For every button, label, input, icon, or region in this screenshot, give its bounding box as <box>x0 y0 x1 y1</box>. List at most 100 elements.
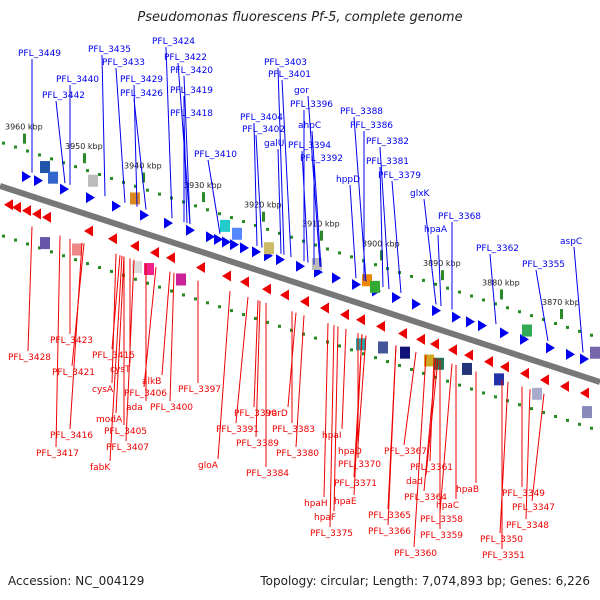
ruler-dot <box>326 247 329 251</box>
ruler-dot <box>350 255 353 259</box>
gene-category-box <box>494 373 504 386</box>
reverse-gene-label: hpaD <box>338 447 362 457</box>
reverse-gene-label: PFL_3371 <box>334 479 377 489</box>
ruler-dot <box>494 395 497 399</box>
coordinate-tick <box>500 289 503 300</box>
coordinate-label: 3950 kbp <box>65 142 103 151</box>
forward-gene-leader <box>423 198 437 305</box>
gene-category-box <box>220 219 230 232</box>
reverse-gene-arrow <box>222 270 231 282</box>
forward-gene-label: PFL_3386 <box>350 121 393 131</box>
reverse-gene-arrow <box>12 201 21 213</box>
ruler-dot <box>86 262 89 266</box>
reverse-gene-arrow <box>300 296 309 307</box>
coordinate-tick <box>320 230 323 241</box>
reverse-gene-leader <box>323 323 329 498</box>
forward-gene-leader <box>207 159 221 234</box>
reverse-gene-leader <box>357 335 367 446</box>
reverse-gene-leader <box>499 381 509 534</box>
ruler-dot <box>98 266 101 270</box>
reverse-gene-leader <box>425 359 439 476</box>
forward-gene-label: PFL_3410 <box>194 150 237 160</box>
ruler-dot <box>62 161 65 165</box>
reverse-gene-label: PFL_3375 <box>310 529 353 539</box>
forward-gene-arrow <box>22 171 31 183</box>
reverse-gene-leader <box>115 256 125 414</box>
ruler-dot <box>554 321 557 325</box>
ruler-dot <box>278 231 281 235</box>
reverse-gene-leader <box>111 253 117 384</box>
ruler-dot <box>14 238 17 242</box>
accession-label: Accession: NC_004129 <box>8 574 145 588</box>
ruler-dot <box>398 364 401 368</box>
reverse-gene-leader <box>423 358 437 492</box>
forward-gene-arrow <box>520 333 529 345</box>
reverse-gene-label: alkB <box>142 377 161 387</box>
forward-gene-label: PFL_3442 <box>42 91 85 101</box>
reverse-gene-leader <box>69 242 83 430</box>
reverse-gene-label: PFL_3397 <box>178 385 221 395</box>
forward-gene-label: PFL_3402 <box>242 125 285 135</box>
ruler-dot <box>110 176 113 180</box>
ruler-dot <box>338 251 341 255</box>
ruler-dot <box>422 278 425 282</box>
ruler-dot <box>530 314 533 318</box>
forward-gene-label: PFL_3379 <box>378 171 421 181</box>
ruler-dot <box>482 298 485 302</box>
reverse-gene-arrow <box>240 276 249 288</box>
forward-gene-arrow <box>566 348 575 360</box>
reverse-gene-arrow <box>416 333 425 345</box>
reverse-gene-label: PFL_3358 <box>420 515 463 525</box>
gene-category-box <box>362 274 372 287</box>
map-title: Pseudomonas fluorescens Pf-5, complete g… <box>137 10 463 25</box>
reverse-gene-leader <box>439 363 453 514</box>
forward-gene-label: PFL_3401 <box>268 70 311 80</box>
reverse-gene-label: modA <box>96 415 123 425</box>
forward-gene-leader <box>255 134 263 248</box>
coordinate-tick <box>23 133 26 144</box>
reverse-gene-label: rarD <box>268 409 288 419</box>
reverse-gene-leader <box>525 389 531 520</box>
gene-category-box <box>88 174 98 187</box>
ruler-dot <box>470 294 473 298</box>
reverse-gene-leader <box>387 345 397 526</box>
reverse-gene-label: PFL_3348 <box>506 521 549 531</box>
coordinate-label: 3930 kbp <box>184 181 222 190</box>
ruler-dot <box>458 290 461 294</box>
reverse-gene-label: PFL_3360 <box>394 549 437 559</box>
reverse-gene-label: PFL_3359 <box>420 531 463 541</box>
forward-gene-label: PFL_3392 <box>300 154 343 164</box>
ruler-dot <box>302 332 305 336</box>
reverse-gene-label: PFL_3370 <box>338 460 381 470</box>
reverse-gene-label: ada <box>126 403 143 413</box>
reverse-gene-label: fabK <box>90 463 111 473</box>
reverse-gene-leader <box>353 334 363 496</box>
ruler-dot <box>542 411 545 415</box>
ruler-dot <box>194 297 197 301</box>
reverse-gene-arrow <box>196 262 205 274</box>
ruler-dot <box>470 387 473 391</box>
ruler-dot <box>254 316 257 320</box>
forward-gene-label: PFL_3440 <box>56 75 99 85</box>
forward-gene-arrow <box>206 231 215 243</box>
reverse-gene-label: PFL_3428 <box>8 353 51 363</box>
ruler-dot <box>158 192 161 196</box>
forward-gene-label: gor <box>294 86 309 96</box>
forward-gene-arrow <box>452 311 461 323</box>
forward-gene-arrow <box>140 209 149 221</box>
forward-gene-arrow <box>276 254 285 266</box>
reverse-gene-label: PFL_3417 <box>36 449 79 459</box>
reverse-gene-leader <box>341 329 347 430</box>
gene-category-box <box>582 406 592 419</box>
ruler-dot <box>146 281 149 285</box>
forward-gene-label: PFL_3433 <box>102 58 145 68</box>
forward-gene-label: PFL_3422 <box>164 53 207 63</box>
gene-category-box <box>378 341 388 354</box>
ruler-dot <box>566 325 569 329</box>
forward-gene-arrow <box>112 200 121 212</box>
ruler-dot <box>206 301 209 305</box>
gene-category-box <box>176 273 186 286</box>
ruler-dot <box>110 269 113 273</box>
forward-gene-leader <box>55 100 66 184</box>
ruler-dot <box>518 403 521 407</box>
